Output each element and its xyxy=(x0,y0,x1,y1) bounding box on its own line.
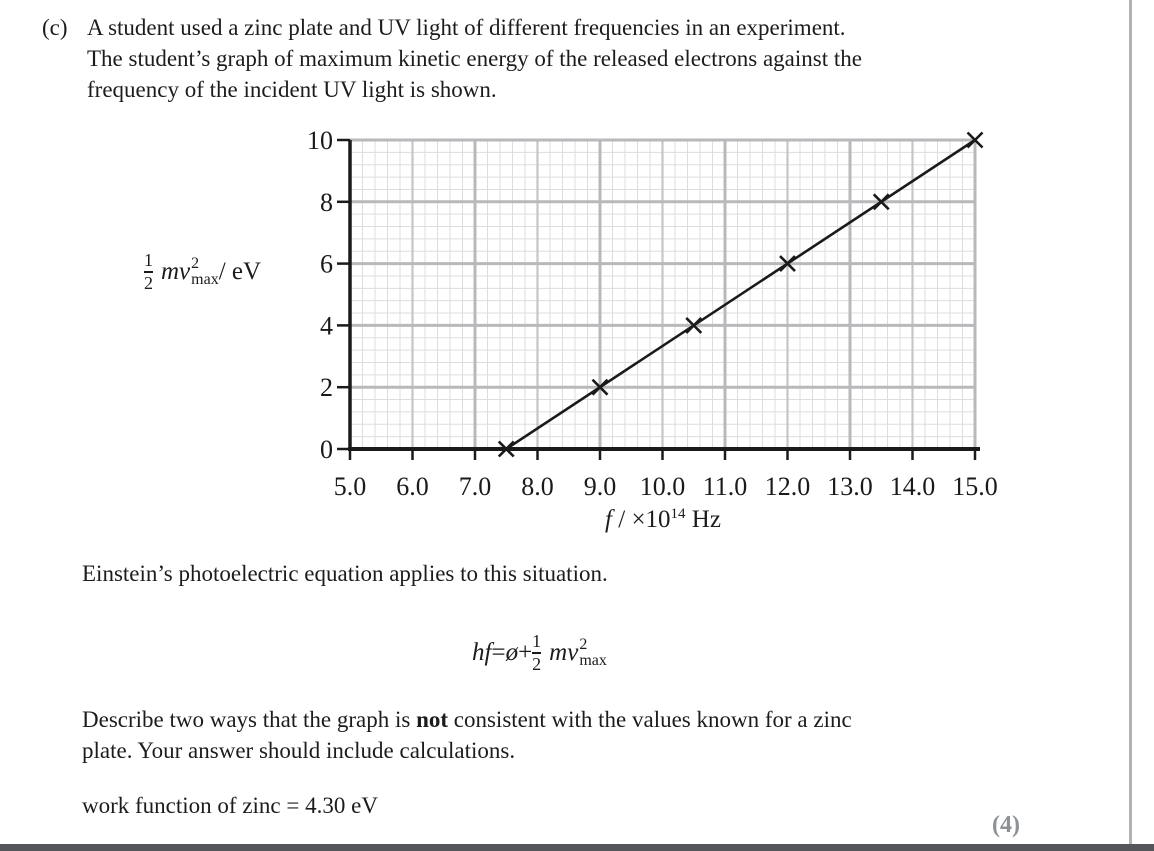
x-axis-label: f / ×1014 Hz xyxy=(605,506,721,534)
x-axis-label-exponent: 14 xyxy=(670,506,686,522)
svg-text:13.0: 13.0 xyxy=(827,472,873,501)
bold-not-word: not xyxy=(416,707,449,732)
superscript: 2 xyxy=(191,255,200,272)
work-function-symbol: ø xyxy=(505,639,519,666)
fraction-denominator: 2 xyxy=(144,273,153,293)
svg-text:15.0: 15.0 xyxy=(952,472,998,501)
axes xyxy=(348,140,980,451)
x-axis-label-unit: Hz xyxy=(685,506,721,533)
equation-fraction: 1 2 xyxy=(532,631,542,674)
work-function-value: work function of zinc = 4.30 eV xyxy=(82,793,378,818)
y-axis-label-fraction: 1 2 xyxy=(144,251,153,293)
describe-line: plate. Your answer should include calcul… xyxy=(82,738,516,763)
photoelectric-equation: hf = ø + 1 2 mv 2 max xyxy=(472,632,607,674)
subscript: max xyxy=(191,271,219,288)
fraction-numerator: 1 xyxy=(532,631,542,651)
svg-text:10.0: 10.0 xyxy=(640,472,686,501)
svg-text:7.0: 7.0 xyxy=(459,472,492,501)
svg-text:5.0: 5.0 xyxy=(334,472,367,501)
axis-ticks xyxy=(337,138,977,460)
x-axis-label-var: f xyxy=(605,506,612,533)
grid-medium-lines xyxy=(411,140,914,449)
svg-text:4: 4 xyxy=(320,311,333,340)
equation-lhs: hf xyxy=(472,639,492,666)
plus-sign: + xyxy=(518,639,533,666)
svg-text:11.0: 11.0 xyxy=(703,472,748,501)
equals-sign: = xyxy=(491,639,506,666)
describe-line: Describe two ways that the graph is not … xyxy=(82,704,852,735)
svg-text:8.0: 8.0 xyxy=(521,472,554,501)
einstein-sentence: Einstein’s photoelectric equation applie… xyxy=(82,561,608,586)
svg-text:10: 10 xyxy=(307,126,333,155)
svg-text:8: 8 xyxy=(320,188,333,217)
describe-instruction: Describe two ways that the graph is not … xyxy=(82,704,852,766)
page-edge-line xyxy=(1129,0,1132,844)
question-line: The student’s graph of maximum kinetic e… xyxy=(87,46,862,71)
y-axis-label-unit: / eV xyxy=(218,258,262,285)
fraction-bar xyxy=(532,652,542,654)
question-line: frequency of the incident UV light is sh… xyxy=(87,77,497,102)
x-axis-label-mid: / ×10 xyxy=(612,506,671,533)
fraction-numerator: 1 xyxy=(144,250,153,270)
y-tick-labels: 0 2 4 6 8 10 xyxy=(307,126,333,464)
svg-text:6: 6 xyxy=(320,250,333,279)
subscript: max xyxy=(579,652,607,669)
equation-term: mv xyxy=(549,639,579,666)
grid-major-lines xyxy=(350,138,977,449)
svg-text:2: 2 xyxy=(320,373,333,402)
data-point-markers xyxy=(497,131,984,458)
question-part-label: (c) xyxy=(42,15,68,40)
graph-svg: 5.0 6.0 7.0 8.0 9.0 10.0 11.0 12.0 13.0 14.0 15.0 0… xyxy=(307,126,998,501)
svg-text:9.0: 9.0 xyxy=(584,472,617,501)
svg-text:0: 0 xyxy=(320,435,333,464)
describe-line1-post: consistent with the values known for a z… xyxy=(448,707,852,732)
question-line: A student used a zinc plate and UV light… xyxy=(87,15,846,40)
marks-badge: (4) xyxy=(992,812,1020,838)
data-line xyxy=(505,138,976,451)
fraction-denominator: 2 xyxy=(532,654,542,674)
y-axis-label-term: mv xyxy=(161,258,191,285)
svg-text:14.0: 14.0 xyxy=(890,472,936,501)
footer-bar xyxy=(0,844,1154,851)
svg-text:12.0: 12.0 xyxy=(765,472,811,501)
fraction-bar xyxy=(144,271,153,273)
x-tick-labels: 5.0 6.0 7.0 8.0 9.0 10.0 11.0 12.0 13.0 14.0 15.0 xyxy=(334,472,998,501)
superscript: 2 xyxy=(579,636,588,653)
equation-supsub: 2 max xyxy=(579,637,607,669)
describe-line1-pre: Describe two ways that the graph is xyxy=(82,707,417,732)
y-axis-label: 1 2 mv 2 max / eV xyxy=(144,251,261,293)
question-text: A student used a zinc plate and UV light… xyxy=(87,12,862,105)
y-axis-label-supsub: 2 max xyxy=(191,256,219,288)
svg-text:6.0: 6.0 xyxy=(396,472,429,501)
